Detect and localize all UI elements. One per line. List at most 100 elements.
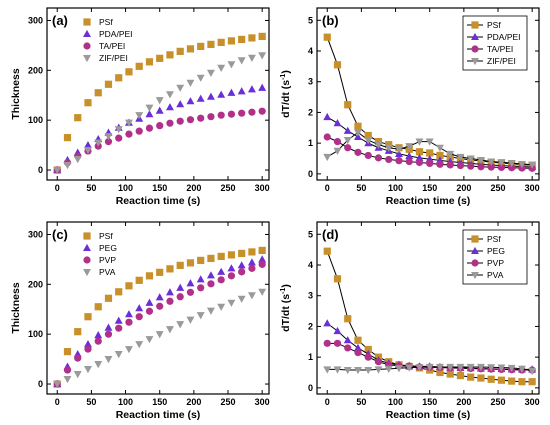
data-point — [528, 161, 537, 169]
x-tick-label: 300 — [255, 397, 270, 407]
data-point — [206, 92, 215, 100]
data-point — [333, 326, 342, 335]
panel-b: 0 50 100 150 200 250 300 0 1 2 3 4 5 Reaction time (s… — [280, 7, 540, 207]
x-tick-label: 100 — [388, 183, 403, 193]
data-point — [466, 363, 475, 372]
data-point — [425, 363, 434, 372]
legend-label: PVA — [487, 270, 504, 280]
legend-marker — [471, 45, 479, 53]
data-point — [354, 122, 362, 130]
data-point — [73, 370, 82, 379]
data-point — [508, 164, 516, 172]
data-point — [125, 318, 133, 326]
x-tick-label: 50 — [356, 397, 366, 407]
panel-label: (d) — [322, 227, 339, 242]
data-point — [436, 368, 444, 377]
x-tick-label: 0 — [55, 183, 60, 193]
legend-marker — [83, 256, 91, 264]
data-point — [63, 348, 72, 356]
data-point — [196, 74, 205, 82]
data-point — [467, 162, 475, 170]
x-tick-label: 50 — [86, 397, 96, 407]
legend: PSf PEG PVP PVA — [83, 231, 117, 277]
data-point — [446, 161, 454, 169]
data-point — [238, 109, 246, 117]
x-tick-label: 250 — [220, 397, 235, 407]
y-tick-label: 0 — [38, 379, 43, 389]
data-point — [405, 157, 413, 166]
data-point — [384, 144, 393, 152]
data-point — [145, 307, 154, 315]
data-point — [354, 336, 362, 344]
data-point — [145, 298, 154, 306]
data-point — [74, 114, 82, 122]
data-point — [63, 134, 72, 142]
data-point — [374, 138, 383, 146]
data-point — [497, 376, 506, 384]
y-axis-title-superscript: -1 — [280, 74, 287, 80]
data-point — [415, 153, 424, 161]
data-point — [115, 134, 123, 142]
data-point — [125, 68, 133, 76]
y-tick-label: 0 — [308, 169, 313, 179]
data-point — [354, 366, 362, 375]
legend-label: TA/PEI — [99, 41, 125, 51]
data-point — [476, 363, 485, 372]
y-tick-label: 3 — [308, 291, 313, 301]
data-point — [425, 154, 434, 163]
data-point — [166, 51, 174, 59]
data-point — [197, 42, 205, 50]
data-point — [436, 151, 444, 160]
data-point — [166, 265, 174, 273]
data-point — [156, 268, 164, 276]
data-point — [323, 133, 331, 141]
data-point — [456, 161, 465, 170]
data-point — [477, 163, 485, 171]
legend-label: PDA/PEI — [487, 32, 521, 42]
data-point — [156, 54, 164, 62]
legend-marker — [83, 54, 91, 63]
data-point — [145, 336, 154, 344]
y-tick-label: 4 — [308, 260, 313, 270]
x-tick-label: 200 — [186, 397, 201, 407]
data-point — [237, 87, 246, 95]
legend-marker — [471, 246, 479, 255]
y-tick-label: 5 — [308, 15, 313, 25]
data-point — [94, 361, 103, 369]
y-tick-label: 1 — [308, 138, 313, 148]
data-point — [343, 366, 352, 375]
data-point — [155, 106, 164, 114]
data-point — [364, 137, 373, 145]
data-point — [238, 35, 246, 44]
y-tick-label: 4 — [308, 46, 313, 56]
data-point — [135, 112, 144, 120]
data-point — [84, 147, 92, 155]
x-tick-label: 0 — [325, 397, 330, 407]
data-point — [104, 330, 113, 338]
data-point — [217, 252, 225, 260]
x-axis-title: Reaction time (s) — [116, 195, 201, 207]
legend-marker — [83, 42, 91, 50]
data-point — [165, 91, 174, 99]
data-point — [125, 282, 133, 290]
y-tick-label: 1 — [308, 352, 313, 362]
legend-label: PEG — [99, 243, 117, 253]
data-point — [364, 353, 372, 361]
data-point — [354, 129, 362, 137]
data-point — [237, 261, 246, 269]
data-point — [63, 375, 72, 384]
x-axis-title: Reaction time (s) — [386, 409, 471, 421]
data-point — [238, 249, 246, 258]
data-point — [248, 108, 256, 116]
data-point — [125, 346, 133, 354]
data-point — [227, 251, 236, 259]
data-point — [446, 363, 455, 372]
data-point — [227, 37, 236, 45]
data-point — [207, 113, 215, 121]
legend-marker — [471, 32, 479, 41]
data-point — [374, 141, 383, 149]
data-point — [518, 378, 526, 386]
data-point — [196, 94, 205, 102]
data-point — [248, 248, 256, 256]
legend-label: PDA/PEI — [99, 29, 133, 39]
